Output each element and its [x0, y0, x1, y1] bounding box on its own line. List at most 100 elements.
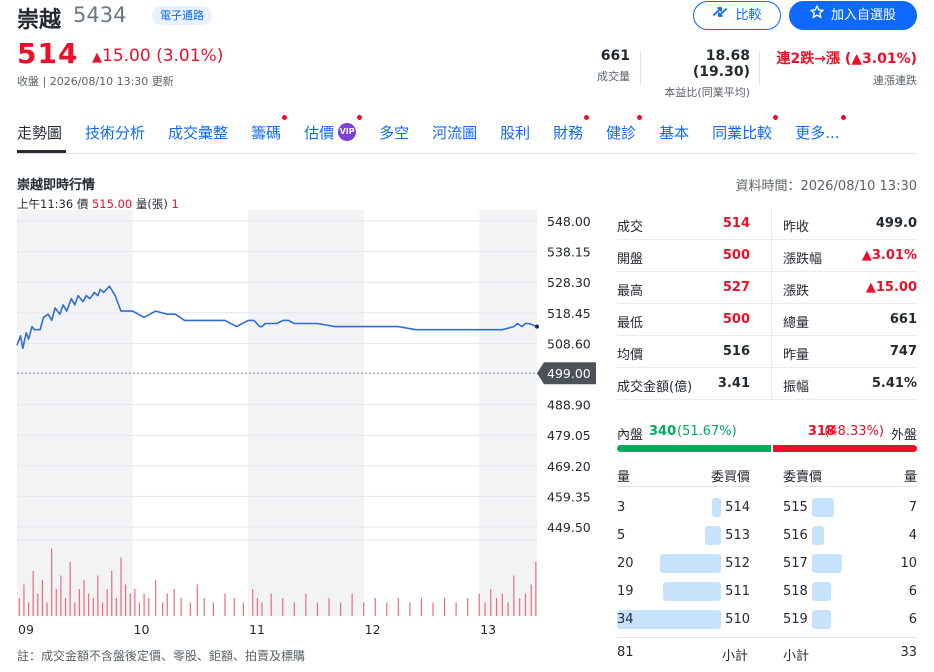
divider [759, 50, 760, 86]
streak-label: 連漲連跌 [873, 74, 917, 87]
x-tick-label: 13 [480, 622, 496, 637]
ask-total: 33 [900, 645, 917, 660]
volume-bar [535, 562, 537, 616]
bid-total: 81 [617, 645, 634, 660]
volume-bar [134, 589, 136, 616]
volume-bar [490, 589, 492, 616]
volume-bar [252, 589, 254, 616]
hour-band [248, 210, 364, 616]
volume-bar [173, 589, 175, 616]
volume-bar [316, 602, 319, 616]
volume-bar [443, 598, 446, 616]
volume-bar [224, 593, 226, 616]
tab-6[interactable]: 河流圖 [432, 122, 477, 152]
hour-band [479, 210, 537, 616]
reference-price-label: 499.00 [547, 366, 591, 381]
y-tick-label: 508.60 [547, 336, 591, 351]
volume-bar [478, 593, 480, 616]
notification-dot [357, 115, 363, 120]
volume-bar [420, 598, 423, 616]
order-book-row: 5 513 516 4 [617, 521, 917, 549]
volume-bar [23, 584, 25, 616]
tab-9[interactable]: 健診 [606, 115, 643, 152]
current-price: 514 [17, 37, 79, 70]
stats-row: 開盤 500 漲跌幅 ▲3.01% [617, 240, 917, 272]
tab-11[interactable]: 同業比較 [712, 115, 779, 152]
tab-2[interactable]: 成交彙整 [168, 122, 228, 152]
volume-bar [41, 580, 44, 616]
bid-depth-bar [617, 610, 721, 629]
outer-value: 318 [807, 424, 835, 439]
star-icon [810, 2, 824, 29]
tab-7[interactable]: 股利 [500, 122, 530, 152]
order-book-row: 20 512 517 10 [617, 549, 917, 577]
tab-10[interactable]: 基本 [659, 122, 689, 152]
volume-stat: 661 成交量 [580, 48, 630, 84]
stat-label: 漲跌幅 [783, 252, 823, 267]
bid-depth-bar [660, 554, 721, 573]
volume-bar [60, 575, 62, 616]
tooltip-time: 上午11:36 [17, 197, 74, 211]
bid-price: 510 [725, 612, 750, 627]
volume-bar [88, 593, 90, 616]
stock-code: 5434 [73, 3, 127, 27]
compare-button[interactable]: 比較 [693, 1, 781, 30]
volume-bar [467, 598, 469, 616]
tab-0[interactable]: 走勢圖 [17, 122, 62, 152]
tab-3[interactable]: 籌碼 [251, 115, 288, 152]
price-line [16, 285, 538, 350]
quote-stats-panel: 成交 514 昨收 499.0 開盤 500 漲跌幅 ▲3.01% 最高 527 漲跌 ▲15.00 最… [617, 208, 917, 400]
volume-bar [189, 602, 191, 616]
tab-4[interactable]: 估價 VIP [304, 115, 363, 152]
bid-price: 512 [725, 556, 750, 571]
ask-quantity: 6 [908, 612, 917, 627]
volume-bar [162, 602, 164, 616]
streak-stat: 連2跌→漲 (▲3.01%) 連漲連跌 [766, 48, 917, 88]
volume-bar [101, 602, 104, 616]
tab-label: 多空 [379, 124, 410, 142]
intraday-chart[interactable]: 548.00 538.15 528.30 518.45 508.60 488.90 479.… [0, 210, 610, 640]
bid-price: 513 [725, 528, 750, 543]
x-tick-label: 11 [249, 622, 265, 637]
tab-12[interactable]: 更多... [795, 115, 846, 152]
outer-volume-bar [773, 445, 917, 452]
volume-bar [196, 584, 198, 616]
up-triangle-icon: ▲ [92, 50, 102, 65]
volume-bar [180, 598, 182, 616]
volume-bar [293, 602, 295, 616]
volume-bar [69, 562, 71, 616]
tooltip-volume: 1 [171, 197, 179, 211]
tab-label: 技術分析 [85, 124, 146, 142]
bid-subtotal-label: 小計 [722, 649, 749, 664]
volume-bar [203, 598, 205, 616]
streak-value: 連2跌→漲 (▲3.01%) [776, 51, 917, 67]
ask-depth-bar [812, 498, 834, 517]
order-book-row: 34 510 519 6 [617, 605, 917, 633]
bid-quantity: 19 [617, 584, 634, 599]
volume-bar [51, 548, 53, 616]
volume-bar [27, 602, 30, 616]
volume-bar [148, 598, 150, 616]
inner-volume-bar [617, 445, 771, 452]
volume-bar [166, 593, 168, 616]
tab-1[interactable]: 技術分析 [85, 122, 145, 152]
volume-bar [530, 584, 532, 616]
tab-label: 成交彙整 [168, 124, 229, 142]
tab-label: 基本 [659, 124, 690, 142]
tab-label: 估價 [304, 124, 335, 142]
stats-row: 最高 527 漲跌 ▲15.00 [617, 272, 917, 304]
tab-label: 股利 [500, 124, 531, 142]
volume-bar [55, 589, 57, 616]
pe-stat: 18.68 (19.30) 本益比(同業平均) [648, 48, 750, 100]
volume-bar [143, 593, 145, 616]
category-badge[interactable]: 電子通路 [152, 6, 212, 25]
tab-5[interactable]: 多空 [379, 122, 409, 152]
market-status: 收盤 | 2026/08/10 13:30 更新 [17, 75, 174, 88]
volume-bar [409, 602, 411, 616]
tab-label: 健診 [606, 124, 637, 142]
volume-bar [501, 593, 503, 616]
bid-price-header: 委買價 [710, 470, 750, 485]
ask-depth-bar [812, 526, 824, 545]
add-watchlist-button[interactable]: 加入自選股 [789, 1, 917, 30]
tab-8[interactable]: 財務 [553, 115, 590, 152]
